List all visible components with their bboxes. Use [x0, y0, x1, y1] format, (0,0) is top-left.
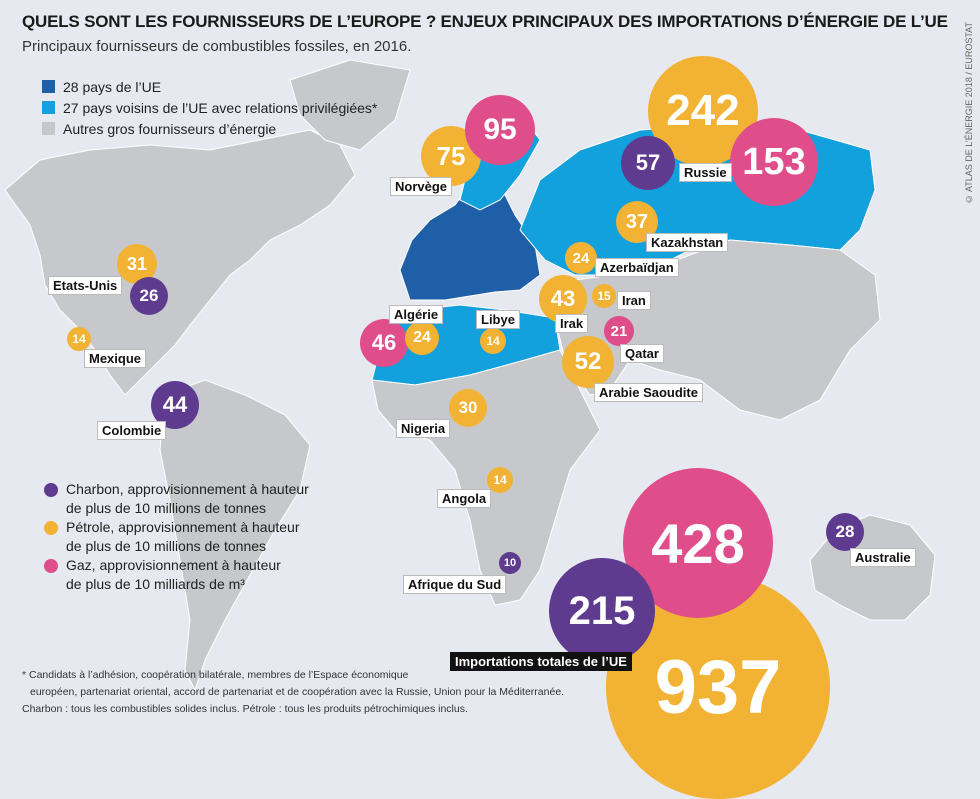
legend-gas-line2: de plus de 10 milliards de m³ — [66, 576, 245, 592]
bubble-russia-coal: 57 — [621, 136, 675, 190]
legend-item-oil: Pétrole, approvisionnement à hauteur de p… — [44, 518, 309, 556]
page-subtitle: Principaux fournisseurs de combustibles … — [22, 38, 412, 55]
bubble-usa-coal: 26 — [130, 277, 168, 315]
label-azerbaijan: Azerbaïdjan — [595, 258, 679, 277]
bubble-norway-gas: 95 — [465, 95, 535, 165]
fuel-legend: Charbon, approvisionnement à hauteur de p… — [44, 480, 309, 594]
neighbors-swatch — [42, 101, 55, 114]
label-australia: Australie — [850, 548, 916, 567]
bubble-nigeria-oil: 30 — [449, 389, 487, 427]
label-libya: Libye — [476, 310, 520, 329]
label-norway: Norvège — [390, 177, 453, 196]
greenland-landmass — [289, 59, 411, 151]
legend-oil-line2: de plus de 10 millions de tonnes — [66, 538, 267, 554]
label-total-imports: Importations totales de l’UE — [450, 652, 632, 671]
legend-item-coal: Charbon, approvisionnement à hauteur de p… — [44, 480, 309, 518]
legend-item-neighbors: 27 pays voisins de l’UE avec relations p… — [42, 97, 377, 118]
footnote-line-2: européen, partenariat oriental, accord d… — [30, 686, 565, 698]
page-title: QUELS SONT LES FOURNISSEURS DE L’EUROPE … — [22, 12, 948, 31]
label-usa: Etats-Unis — [48, 276, 123, 295]
footnote-line-3: Charbon : tous les combustibles solides … — [22, 703, 468, 715]
bubble-qatar-gas: 21 — [604, 316, 634, 346]
bubble-southafrica-coal: 10 — [499, 552, 521, 574]
label-angola: Angola — [437, 489, 492, 508]
region-legend: 28 pays de l’UE 27 pays voisins de l’UE … — [42, 76, 377, 139]
africa-landmass — [371, 349, 601, 606]
bubble-algeria-oil: 24 — [405, 321, 439, 355]
legend-coal-line2: de plus de 10 millions de tonnes — [66, 500, 267, 516]
legend-label-eu: 28 pays de l’UE — [63, 78, 162, 95]
label-nigeria: Nigeria — [396, 419, 451, 438]
label-iran: Iran — [617, 291, 651, 310]
legend-item-gas: Gaz, approvisionnement à hauteur de plus … — [44, 556, 309, 594]
legend-coal-line1: Charbon, approvisionnement à hauteur — [66, 481, 309, 497]
legend-item-eu: 28 pays de l’UE — [42, 76, 377, 97]
legend-label-other: Autres gros fournisseurs d’énergie — [63, 120, 277, 137]
bubble-australia-coal: 28 — [826, 513, 864, 551]
other-swatch — [42, 122, 55, 135]
label-qatar: Qatar — [620, 344, 664, 363]
bubble-angola-oil: 14 — [487, 467, 513, 493]
bubble-azerbaijan-oil: 24 — [565, 242, 597, 274]
label-iraq: Irak — [555, 314, 589, 333]
footnote-line-1: * Candidats à l’adhésion, coopération bi… — [22, 669, 409, 681]
gas-dot — [44, 559, 58, 573]
bubble-iran-oil: 15 — [592, 284, 616, 308]
label-algeria: Algérie — [389, 305, 444, 324]
footnotes: * Candidats à l’adhésion, coopération bi… — [22, 667, 564, 718]
legend-label-neighbors: 27 pays voisins de l’UE avec relations p… — [63, 99, 378, 116]
bubble-russia-gas: 153 — [730, 118, 818, 206]
bubble-algeria-gas: 46 — [360, 319, 408, 367]
legend-item-other: Autres gros fournisseurs d’énergie — [42, 118, 377, 139]
label-kazakhstan: Kazakhstan — [646, 233, 729, 252]
coal-dot — [44, 483, 58, 497]
eu-landmass — [399, 169, 541, 301]
oil-dot — [44, 521, 58, 535]
legend-oil-line1: Pétrole, approvisionnement à hauteur — [66, 519, 300, 535]
north-america-landmass — [4, 129, 356, 396]
label-south-africa: Afrique du Sud — [403, 575, 507, 594]
south-america-landmass — [159, 379, 311, 692]
credit-text: © ATLAS DE L’ÉNERGIE 2018 / EUROSTAT — [964, 22, 974, 205]
bubble-mexico-oil: 14 — [67, 327, 91, 351]
label-russia: Russie — [679, 163, 732, 182]
eu-swatch — [42, 80, 55, 93]
bubble-total-coal: 215 — [549, 558, 655, 664]
label-mexico: Mexique — [84, 349, 147, 368]
bubble-libya-oil: 14 — [480, 328, 506, 354]
label-saudi-arabia: Arabie Saoudite — [594, 383, 703, 402]
label-colombia: Colombie — [97, 421, 167, 440]
legend-gas-line1: Gaz, approvisionnement à hauteur — [66, 557, 281, 573]
bubble-saudi-oil: 52 — [562, 336, 614, 388]
